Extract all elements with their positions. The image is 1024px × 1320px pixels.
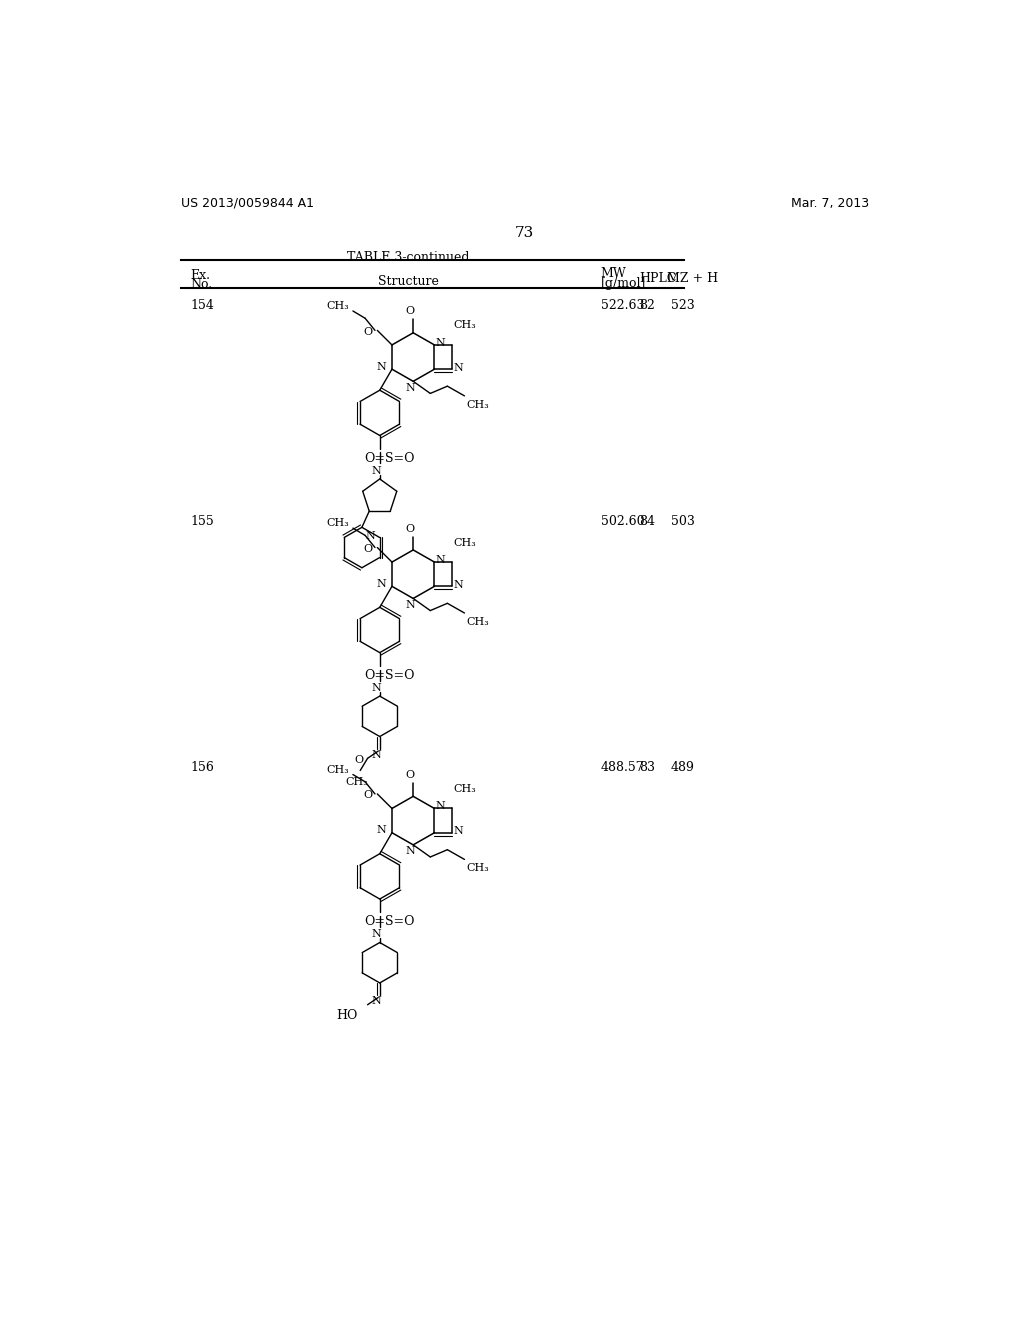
Text: 73: 73 — [515, 226, 535, 240]
Text: [g/mol]: [g/mol] — [601, 277, 646, 290]
Text: O=S=O: O=S=O — [365, 451, 415, 465]
Text: O: O — [406, 770, 415, 780]
Text: N: N — [454, 826, 464, 836]
Text: CH₃: CH₃ — [327, 764, 349, 775]
Text: N: N — [372, 929, 382, 940]
Text: 489: 489 — [671, 762, 694, 775]
Text: O: O — [364, 327, 373, 337]
Text: US 2013/0059844 A1: US 2013/0059844 A1 — [180, 197, 313, 210]
Text: CH₃: CH₃ — [454, 537, 476, 548]
Text: 523: 523 — [671, 300, 694, 313]
Text: N: N — [454, 363, 464, 372]
Text: No.: No. — [190, 277, 212, 290]
Text: 502.60: 502.60 — [601, 515, 644, 528]
Text: 155: 155 — [190, 515, 214, 528]
Text: 503: 503 — [671, 515, 694, 528]
Text: 488.57: 488.57 — [601, 762, 644, 775]
Text: O: O — [406, 524, 415, 533]
Text: Mar. 7, 2013: Mar. 7, 2013 — [791, 197, 869, 210]
Text: N: N — [372, 997, 382, 1006]
Text: 522.63: 522.63 — [601, 300, 644, 313]
Text: CH₃: CH₃ — [466, 400, 488, 409]
Text: 156: 156 — [190, 762, 214, 775]
Text: N: N — [406, 383, 415, 393]
Text: MW: MW — [601, 267, 627, 280]
Text: CH₃: CH₃ — [454, 784, 476, 793]
Text: Ex.: Ex. — [190, 268, 210, 281]
Text: CH₃: CH₃ — [327, 301, 349, 312]
Text: N: N — [435, 338, 445, 347]
Text: CH₃: CH₃ — [345, 776, 368, 787]
Text: MZ + H: MZ + H — [668, 272, 719, 285]
Text: N: N — [454, 579, 464, 590]
Text: Structure: Structure — [378, 276, 439, 289]
Text: N: N — [372, 466, 382, 475]
Text: N: N — [372, 682, 382, 693]
Text: TABLE 3-continued: TABLE 3-continued — [347, 251, 470, 264]
Text: N: N — [435, 554, 445, 565]
Text: N: N — [406, 601, 415, 610]
Text: 83: 83 — [640, 762, 655, 775]
Text: 84: 84 — [640, 515, 655, 528]
Text: CH₃: CH₃ — [466, 863, 488, 874]
Text: 82: 82 — [640, 300, 655, 313]
Text: HPLC: HPLC — [640, 272, 677, 285]
Text: N: N — [376, 579, 386, 589]
Text: HO: HO — [337, 1008, 357, 1022]
Text: CH₃: CH₃ — [454, 321, 476, 330]
Text: O: O — [406, 306, 415, 317]
Text: O: O — [354, 755, 364, 764]
Text: O: O — [364, 791, 373, 800]
Text: CH₃: CH₃ — [466, 616, 488, 627]
Text: O=S=O: O=S=O — [365, 915, 415, 928]
Text: 154: 154 — [190, 300, 214, 313]
Text: O: O — [364, 544, 373, 554]
Text: N: N — [372, 750, 382, 760]
Text: N: N — [435, 801, 445, 812]
Text: N: N — [406, 846, 415, 857]
Text: N: N — [376, 825, 386, 836]
Text: N: N — [366, 531, 375, 541]
Text: N: N — [376, 362, 386, 372]
Text: CH₃: CH₃ — [327, 519, 349, 528]
Text: O=S=O: O=S=O — [365, 669, 415, 681]
